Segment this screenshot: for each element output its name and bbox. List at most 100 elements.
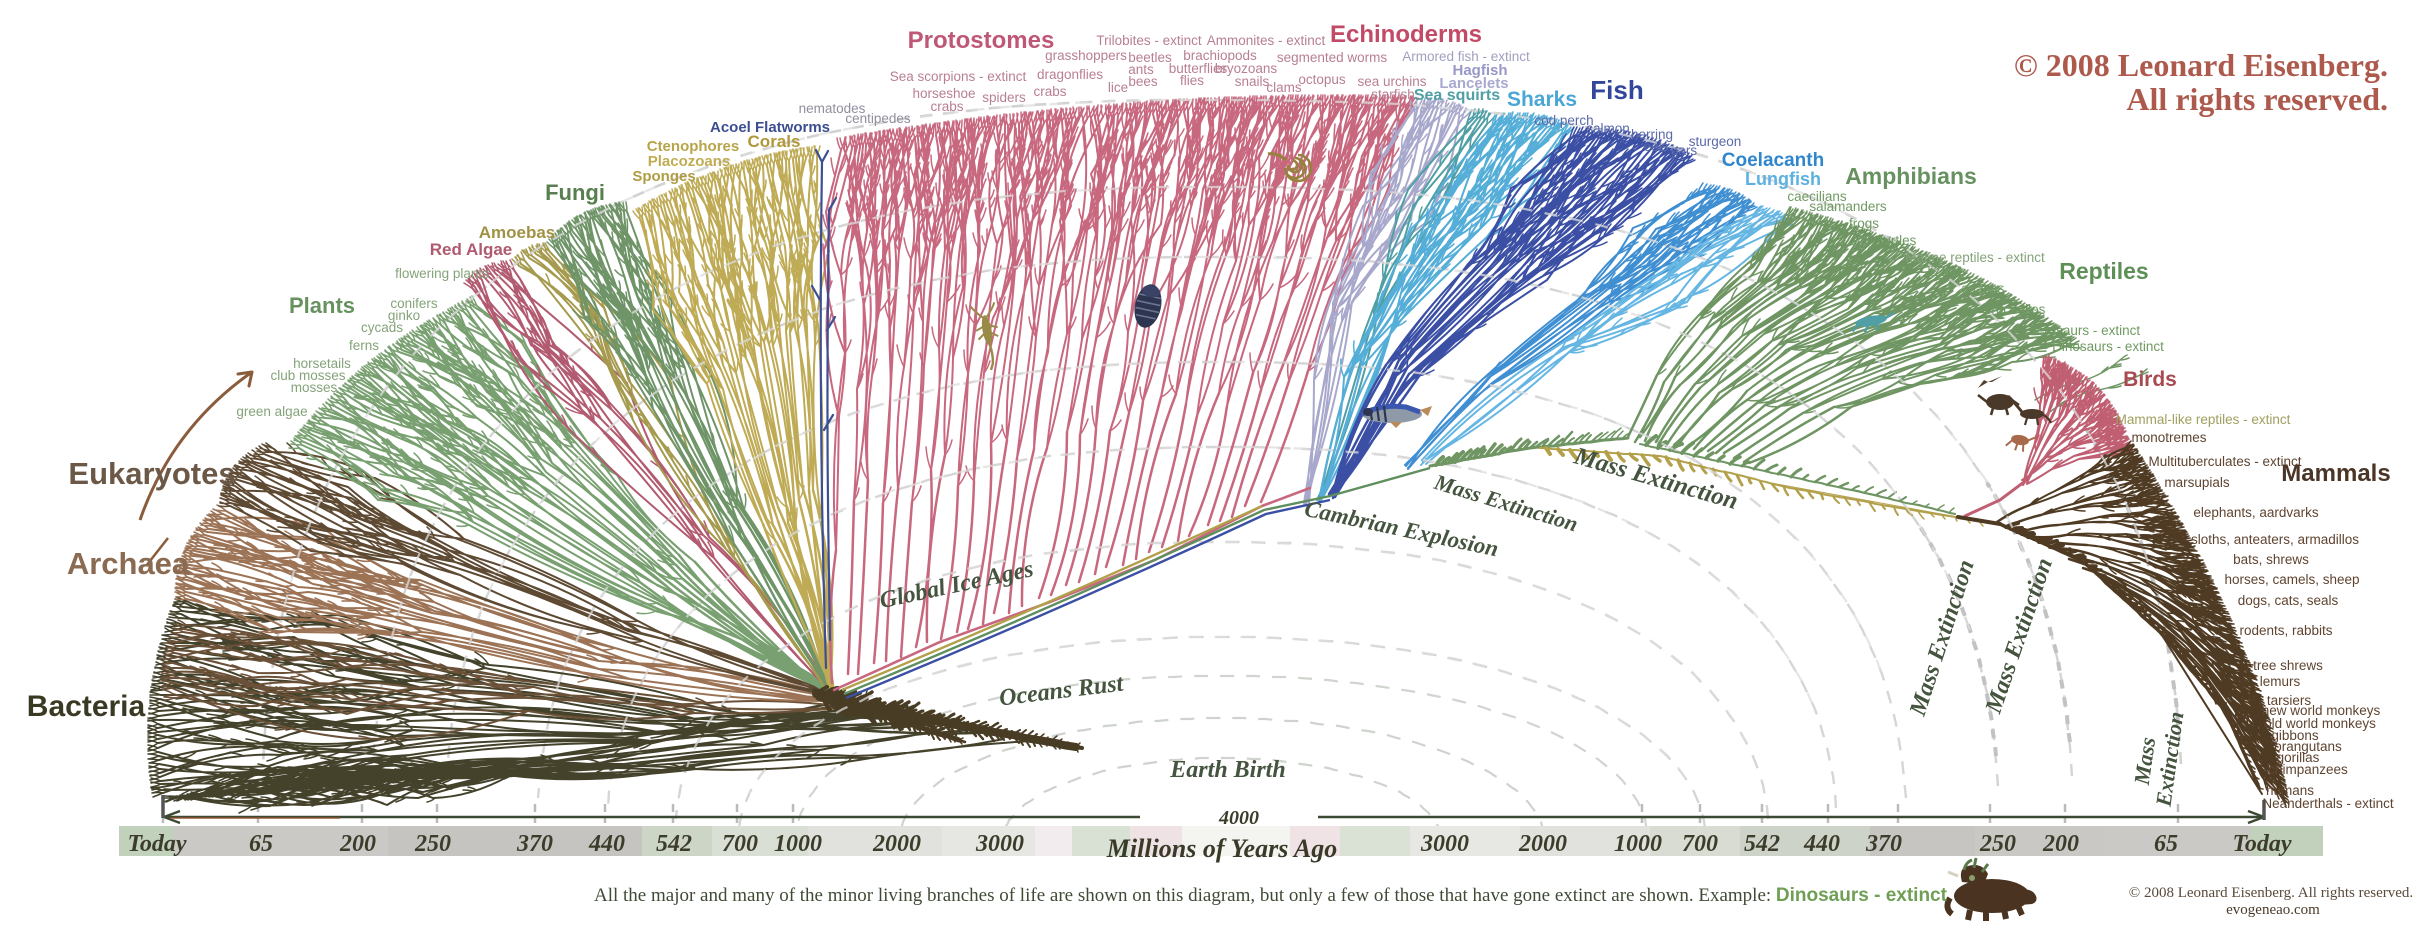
svg-text:starfish: starfish [1371, 87, 1415, 102]
svg-text:centipedes: centipedes [845, 111, 911, 126]
svg-text:Birds: Birds [2123, 368, 2177, 391]
svg-text:Eukaryotes: Eukaryotes [68, 456, 235, 491]
svg-text:Sharks: Sharks [1507, 88, 1577, 111]
svg-text:Today: Today [127, 831, 186, 857]
svg-text:crocodiles: crocodiles [1985, 302, 2046, 317]
svg-text:monotremes: monotremes [2131, 430, 2206, 445]
svg-text:ferns: ferns [349, 338, 379, 353]
svg-text:Fish: Fish [1590, 75, 1643, 105]
svg-text:new world monkeys: new world monkeys [2262, 703, 2381, 718]
svg-text:Reptiles: Reptiles [2059, 258, 2148, 284]
svg-text:club mosses: club mosses [270, 368, 345, 383]
svg-text:Armored fish - extinct: Armored fish - extinct [1402, 49, 1530, 64]
svg-text:sturgeon: sturgeon [1689, 134, 1742, 149]
svg-text:370: 370 [516, 831, 553, 857]
svg-text:spiders: spiders [982, 90, 1026, 105]
svg-text:salamanders: salamanders [1809, 199, 1887, 214]
svg-text:flies: flies [1180, 73, 1204, 88]
svg-text:Amphibians: Amphibians [1845, 163, 1977, 189]
svg-text:horses, camels, sheep: horses, camels, sheep [2224, 572, 2359, 587]
svg-text:Earth Birth: Earth Birth [1169, 757, 1285, 783]
svg-text:gars: gars [1671, 143, 1698, 158]
svg-text:bryozoans: bryozoans [1215, 61, 1278, 76]
svg-text:orangutans: orangutans [2274, 739, 2342, 754]
svg-text:Millions of Years Ago: Millions of Years Ago [1106, 834, 1337, 863]
svg-text:Neanderthals - extinct: Neanderthals - extinct [2262, 796, 2394, 811]
svg-text:rodents, rabbits: rodents, rabbits [2239, 623, 2332, 638]
svg-text:bats, shrews: bats, shrews [2233, 552, 2309, 567]
svg-text:Bacteria: Bacteria [27, 690, 146, 723]
svg-text:cod perch: cod perch [1534, 113, 1593, 128]
svg-text:700: 700 [722, 831, 758, 857]
svg-text:All the major and many of the: All the major and many of the minor livi… [594, 885, 1948, 906]
svg-text:Lungfish: Lungfish [1745, 169, 1821, 189]
svg-text:Hagfish: Hagfish [1452, 62, 1507, 79]
svg-text:gibbons: gibbons [2271, 728, 2319, 743]
svg-text:dogs, cats, seals: dogs, cats, seals [2238, 593, 2339, 608]
svg-text:700: 700 [1682, 831, 1718, 857]
svg-text:200: 200 [2042, 831, 2079, 857]
svg-text:65: 65 [249, 831, 273, 857]
svg-text:snails: snails [1235, 74, 1270, 89]
svg-text:segmented worms: segmented worms [1277, 50, 1388, 65]
svg-text:caecilians: caecilians [1787, 189, 1847, 204]
svg-text:tarsiers: tarsiers [2267, 693, 2312, 708]
svg-text:1000: 1000 [774, 831, 822, 857]
svg-text:elephants, aardvarks: elephants, aardvarks [2193, 505, 2319, 520]
svg-text:chimpanzees: chimpanzees [2268, 762, 2348, 777]
svg-text:65: 65 [2154, 831, 2178, 857]
svg-text:Multituberculates - extinct: Multituberculates - extinct [2148, 454, 2301, 469]
svg-text:salmon: salmon [1586, 121, 1630, 136]
svg-text:Pterosaurs - extinct: Pterosaurs - extinct [2024, 323, 2141, 338]
svg-text:horseshoe: horseshoe [912, 86, 975, 101]
svg-text:3000: 3000 [1420, 831, 1469, 857]
svg-text:grasshoppers: grasshoppers [1045, 48, 1127, 63]
svg-text:octopus: octopus [1298, 72, 1346, 87]
svg-text:542: 542 [656, 831, 692, 857]
svg-text:4000: 4000 [1218, 807, 1259, 829]
svg-text:© 2008 Leonard Eisenberg. All: © 2008 Leonard Eisenberg. All rights res… [2129, 885, 2413, 901]
svg-text:© 2008 Leonard Eisenberg.: © 2008 Leonard Eisenberg. [2014, 47, 2388, 83]
svg-text:turtles: turtles [1880, 233, 1917, 248]
svg-text:dragonflies: dragonflies [1037, 67, 1103, 82]
svg-text:Marine reptiles - extinct: Marine reptiles - extinct [1905, 250, 2045, 265]
svg-text:marsupials: marsupials [2164, 475, 2230, 490]
svg-text:250: 250 [414, 831, 451, 857]
svg-text:clams: clams [1266, 80, 1302, 95]
svg-text:Dinosaurs - extinct: Dinosaurs - extinct [2052, 339, 2164, 354]
svg-text:Acoel Flatworms: Acoel Flatworms [710, 119, 830, 136]
svg-text:lemurs: lemurs [2260, 674, 2301, 689]
svg-text:Placozoans: Placozoans [648, 153, 731, 170]
svg-text:green algae: green algae [236, 404, 307, 419]
svg-text:1000: 1000 [1614, 831, 1662, 857]
svg-text:tree shrews: tree shrews [2253, 658, 2323, 673]
svg-text:lice: lice [1108, 80, 1128, 95]
svg-text:butterflies: butterflies [1169, 61, 1228, 76]
svg-text:evogeneao.com: evogeneao.com [2226, 902, 2320, 918]
svg-text:370: 370 [1865, 831, 1902, 857]
svg-text:flowering plants: flowering plants [395, 266, 489, 281]
svg-text:Sea scorpions - extinct: Sea scorpions - extinct [890, 69, 1027, 84]
svg-text:Ammonites - extinct: Ammonites - extinct [1207, 33, 1326, 48]
svg-text:Corals: Corals [748, 132, 801, 151]
svg-text:Coelacanth: Coelacanth [1722, 150, 1824, 171]
svg-text:cycads: cycads [361, 320, 403, 335]
svg-text:Mammal-like reptiles - extinct: Mammal-like reptiles - extinct [2116, 412, 2291, 427]
svg-text:Ctenophores: Ctenophores [647, 138, 740, 155]
svg-text:Archaea: Archaea [67, 546, 190, 581]
svg-text:nematodes: nematodes [799, 101, 866, 116]
svg-text:200: 200 [339, 831, 376, 857]
svg-text:crabs: crabs [930, 99, 963, 114]
svg-text:All rights reserved.: All rights reserved. [2126, 81, 2388, 117]
svg-text:Echinoderms: Echinoderms [1330, 21, 1482, 48]
svg-text:250: 250 [1979, 831, 2016, 857]
svg-text:Today: Today [2232, 831, 2291, 857]
svg-text:Lancelets: Lancelets [1439, 75, 1508, 92]
svg-text:Trilobites - extinct: Trilobites - extinct [1096, 33, 1202, 48]
svg-text:Sea squirts: Sea squirts [1414, 87, 1500, 104]
svg-text:conifers: conifers [390, 296, 438, 311]
svg-text:crabs: crabs [1033, 84, 1066, 99]
svg-text:Fungi: Fungi [545, 180, 605, 205]
svg-text:2000: 2000 [1518, 831, 1567, 857]
svg-text:beetles: beetles [1128, 50, 1172, 65]
